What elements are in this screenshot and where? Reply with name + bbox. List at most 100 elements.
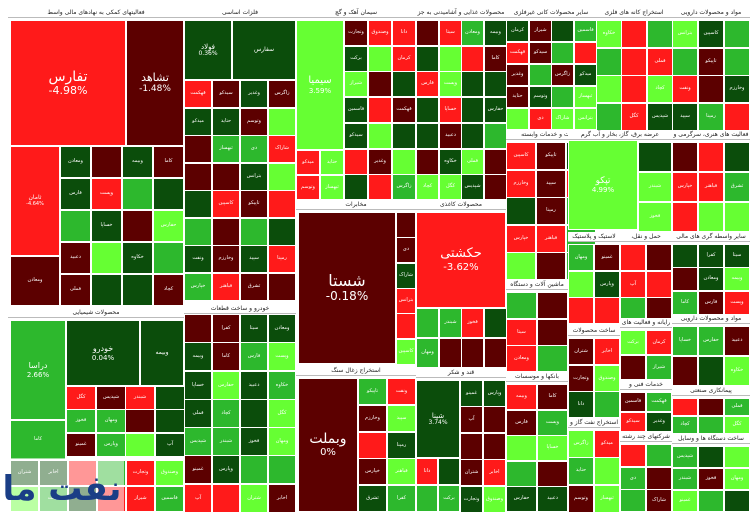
stock-tile[interactable]: حکشتی -3.62% — [416, 212, 506, 308]
sector-header[interactable]: شرکتهای چند رشته ای صنعتی — [620, 432, 672, 442]
stock-tile[interactable] — [461, 97, 484, 123]
stock-tile[interactable]: کاسپین — [396, 339, 416, 365]
stock-tile[interactable]: وپست — [724, 291, 750, 315]
stock-tile[interactable] — [392, 123, 416, 149]
stock-tile[interactable]: فارس — [240, 342, 268, 371]
stock-tile[interactable]: سفارس — [232, 20, 296, 80]
stock-tile[interactable] — [537, 292, 568, 319]
stock-tile[interactable]: وصندوق — [594, 365, 620, 392]
stock-tile[interactable] — [568, 271, 594, 298]
stock-tile[interactable]: سیتا — [439, 20, 462, 46]
stock-tile[interactable] — [698, 490, 724, 512]
stock-tile[interactable]: شبندر — [212, 427, 240, 456]
stock-tile[interactable]: فملی — [647, 48, 673, 76]
stock-tile[interactable] — [506, 435, 537, 461]
stock-tile[interactable]: دی — [396, 237, 416, 263]
stock-tile[interactable] — [396, 212, 416, 238]
stock-tile[interactable]: بترانس — [574, 108, 597, 130]
stock-tile[interactable] — [184, 135, 212, 163]
stock-tile[interactable]: فملی — [184, 399, 212, 428]
stock-tile[interactable] — [122, 274, 153, 306]
stock-tile[interactable]: تاپیکو — [240, 190, 268, 218]
stock-tile[interactable]: دعبید — [439, 123, 462, 149]
stock-tile[interactable]: دی — [529, 108, 552, 130]
stock-tile[interactable]: کگل — [66, 386, 96, 410]
stock-tile[interactable]: وخارزم — [358, 405, 387, 432]
stock-tile[interactable]: دانا — [568, 391, 594, 418]
sector-header[interactable]: سایر واسطه گری های مالی — [672, 232, 750, 242]
stock-tile[interactable] — [460, 433, 483, 460]
stock-tile[interactable] — [483, 406, 506, 433]
stock-tile[interactable] — [536, 252, 566, 280]
stock-tile[interactable]: فارس — [506, 410, 537, 436]
stock-tile[interactable] — [439, 46, 462, 72]
stock-tile[interactable] — [439, 338, 462, 368]
stock-tile[interactable] — [537, 319, 568, 346]
stock-tile[interactable] — [698, 416, 724, 434]
stock-tile[interactable]: غمینو — [594, 244, 620, 271]
stock-tile[interactable]: شیراز — [126, 486, 155, 512]
stock-tile[interactable] — [125, 409, 155, 433]
stock-tile[interactable] — [184, 314, 212, 343]
stock-tile[interactable]: وتجارت — [126, 460, 155, 486]
stock-tile[interactable] — [416, 149, 439, 175]
stock-tile[interactable] — [551, 86, 574, 108]
stock-tile[interactable] — [638, 142, 672, 172]
stock-tile[interactable]: قهکمت — [392, 97, 416, 123]
stock-tile[interactable]: دانا — [392, 20, 416, 46]
stock-tile[interactable] — [506, 197, 536, 225]
stock-tile[interactable]: ومعادن — [506, 345, 537, 372]
stock-tile[interactable]: شبندر — [439, 308, 462, 338]
stock-tile[interactable]: فاسمین — [155, 486, 184, 512]
stock-tile[interactable]: وتوسم — [568, 485, 594, 513]
stock-tile[interactable]: حتاید — [568, 457, 594, 485]
stock-tile[interactable]: میدکو — [296, 150, 320, 175]
stock-tile[interactable]: برکت — [620, 330, 646, 355]
sector-header[interactable]: محصولات کاغذی — [416, 200, 506, 210]
stock-tile[interactable] — [724, 20, 750, 48]
stock-tile[interactable]: دعبید — [60, 242, 91, 274]
stock-tile[interactable]: وپست — [91, 178, 122, 210]
stock-tile[interactable]: وبیمه — [184, 342, 212, 371]
stock-tile[interactable]: ونفت — [184, 245, 212, 273]
stock-tile[interactable]: دانا — [416, 458, 438, 485]
stock-tile[interactable]: ونفت — [387, 378, 416, 405]
stock-tile[interactable]: کاما — [672, 291, 698, 315]
stock-tile[interactable]: کچاد — [153, 274, 184, 306]
stock-tile[interactable] — [620, 244, 646, 271]
stock-tile[interactable]: وبیمه — [122, 146, 153, 178]
stock-tile[interactable]: کاما — [537, 384, 568, 410]
sector-header[interactable]: فعالیتهای کمکی به نهادهای مالی واسط — [8, 8, 184, 18]
stock-tile[interactable] — [212, 218, 240, 246]
sector-header[interactable]: فلزات اساسی — [184, 8, 296, 18]
stock-tile[interactable]: وپست — [268, 342, 296, 371]
stock-tile[interactable] — [268, 218, 296, 246]
stock-tile[interactable] — [416, 97, 439, 123]
stock-tile[interactable]: میدکو — [594, 430, 620, 458]
stock-tile[interactable]: فاسمین — [344, 97, 368, 123]
stock-tile[interactable]: قهکمت — [646, 392, 672, 412]
stock-tile[interactable]: تشاهد -1.48% — [126, 20, 184, 146]
stock-tile[interactable]: میدکو — [574, 64, 597, 86]
stock-tile[interactable] — [698, 356, 724, 386]
stock-tile[interactable]: سیتا — [506, 319, 537, 346]
stock-tile[interactable] — [268, 190, 296, 218]
stock-tile[interactable] — [620, 444, 646, 467]
stock-tile[interactable]: دعبید — [537, 486, 568, 512]
stock-tile[interactable] — [698, 446, 724, 468]
stock-tile[interactable]: قهکمت — [184, 80, 212, 108]
stock-tile[interactable]: تاپیکو — [536, 142, 566, 170]
stock-tile[interactable]: ومعادن — [461, 20, 484, 46]
sector-header[interactable]: سیمان آهک و گچ — [296, 8, 416, 18]
stock-tile[interactable]: خپارس — [184, 273, 212, 301]
stock-tile[interactable]: حفارس — [153, 210, 184, 242]
stock-tile[interactable]: کگل — [724, 416, 750, 434]
stock-tile[interactable]: دی — [620, 467, 646, 490]
stock-tile[interactable] — [672, 356, 698, 386]
stock-tile[interactable]: سیمیا 3.59% — [296, 20, 344, 150]
stock-tile[interactable]: فخوز — [638, 202, 672, 232]
sector-header[interactable]: محصولات شیمیایی — [8, 308, 184, 318]
stock-tile[interactable]: وبیمه — [724, 267, 750, 291]
stock-tile[interactable] — [91, 242, 122, 274]
stock-tile[interactable]: کفرا — [387, 485, 416, 512]
